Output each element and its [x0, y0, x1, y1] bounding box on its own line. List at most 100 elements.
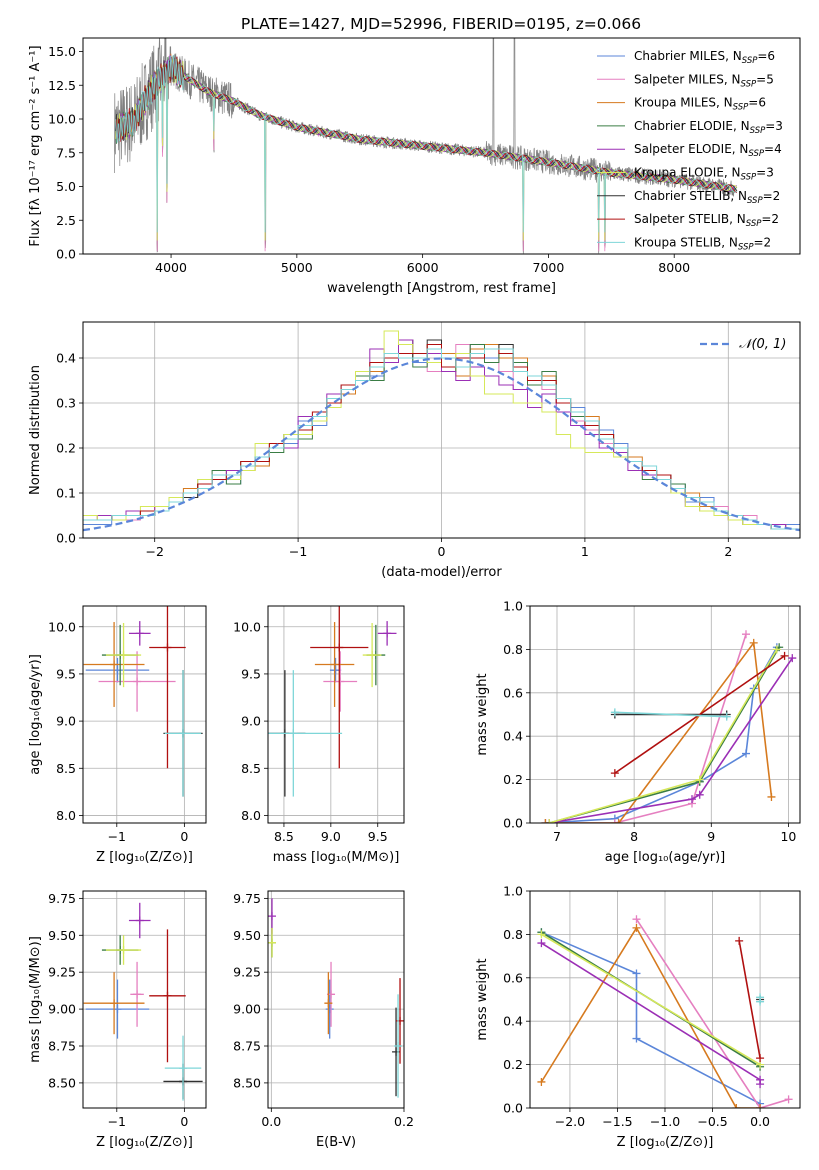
mass-vs-Z-ytick-label: 9.75 [48, 891, 76, 906]
data-point-marker [110, 999, 119, 1008]
legend-count: =2 [754, 235, 772, 249]
legend-entry: Chabrier ELODIE, NSSP=3 [634, 119, 783, 136]
spectrum-ylabel: Flux [fλ 10⁻¹⁷ erg cm⁻² s⁻¹ A⁻¹] [28, 45, 43, 246]
legend-subscript: SSP [742, 56, 758, 66]
legend-label: Salpeter STELIB, N [634, 212, 746, 226]
weight-marker [722, 712, 731, 721]
weight-vs-Z-ytick-label: 0.6 [503, 970, 523, 985]
histogram-xtick-label: 2 [724, 544, 732, 559]
age-vs-mass-ytick-label: 9.0 [241, 714, 261, 729]
age-vs-mass-ytick-label: 9.5 [241, 666, 261, 681]
mass-vs-Z-xtick-label: −1 [108, 1114, 126, 1129]
weight-marker [749, 638, 758, 647]
histogram-ytick-label: 0.1 [56, 486, 76, 501]
legend-subscript: SSP [747, 196, 763, 206]
spectrum-axes: 4000 5000 6000 7000 8000 0.0 2.5 5.0 7.5 10.0 12.5… [28, 44, 690, 296]
data-point-marker [268, 938, 276, 947]
data-point-marker [396, 1016, 404, 1025]
data-point-marker [383, 629, 392, 638]
spectrum-ytick-label: 15.0 [48, 44, 76, 59]
mass-vs-EBV-ytick-label: 9.75 [233, 891, 261, 906]
weight-vs-Z-ylabel: mass weight [475, 958, 490, 1040]
mass-vs-EBV-xtick-label: 0.0 [261, 1114, 281, 1129]
weight-marker [756, 1080, 765, 1089]
weight-marker [537, 939, 546, 948]
histogram-xtick-label: 1 [581, 544, 589, 559]
data-point-marker [289, 729, 298, 738]
weight-vs-Z-ytick-label: 0.4 [503, 1014, 523, 1029]
weight-marker [772, 645, 781, 654]
spectrum-ytick-label: 5.0 [56, 179, 76, 194]
data-point-marker [110, 660, 119, 669]
data-point-marker [268, 912, 276, 921]
histogram-xtick-label: −1 [289, 544, 307, 559]
legend-subscript: SSP [748, 149, 764, 159]
legend-subscript: SSP [746, 219, 762, 229]
weight-vs-age-xtick-label: 7 [553, 829, 561, 844]
data-point-marker [392, 1047, 401, 1056]
data-point-marker [163, 643, 172, 652]
mass-vs-Z-xlabel: Z [log₁₀(Z/Z⊙)] [96, 1135, 193, 1150]
data-point-marker [119, 946, 128, 955]
weight-line-salpeter-miles [545, 633, 747, 823]
plot-layer: 4000 5000 6000 7000 80000.02.55.07.510.012.5… [28, 37, 801, 1150]
mass-vs-Z-ytick-label: 9.00 [48, 1002, 76, 1017]
weight-vs-age-ytick-label: 0.2 [503, 772, 523, 787]
legend-label: Kroupa MILES, N [634, 96, 733, 110]
legend-count: =4 [764, 142, 782, 156]
age-vs-Z-ytick-label: 8.0 [56, 808, 76, 823]
data-point-marker [133, 677, 142, 686]
weight-vs-age-ytick-label: 0.4 [503, 729, 523, 744]
weight-marker [695, 790, 704, 799]
mass-vs-Z-ytick-label: 9.25 [48, 965, 76, 980]
data-point-marker [135, 629, 144, 638]
legend-entry: Kroupa MILES, NSSP=6 [634, 96, 766, 113]
weight-marker [735, 936, 744, 945]
weight-vs-age-xtick-label: 9 [707, 829, 715, 844]
age-vs-mass-axes: 8.5 9.0 9.5 8.0 8.5 9.0 9.5 10.0 mass [log₁₀(M/M… [233, 606, 404, 865]
histogram-ytick-label: 0.4 [56, 351, 76, 366]
weight-marker [780, 651, 789, 660]
weight-marker [756, 1054, 765, 1063]
legend-entry: Chabrier STELIB, NSSP=2 [634, 189, 780, 206]
mass-vs-EBV-ytick-label: 9.50 [233, 928, 261, 943]
spectrum-ytick-label: 10.0 [48, 112, 76, 127]
weight-line-salpeter-elodie [549, 657, 793, 823]
age-vs-mass-errorbars [268, 606, 397, 797]
weight-marker [632, 1034, 641, 1043]
data-point-marker [330, 660, 339, 669]
age-vs-mass-xlabel: mass [log₁₀(M/M⊙)] [273, 850, 400, 865]
weight-marker [541, 819, 550, 823]
histogram-ytick-label: 0.0 [56, 531, 76, 546]
weight-marker [742, 630, 750, 639]
legend-count: =6 [748, 96, 766, 110]
legend-label: Salpeter MILES, N [634, 72, 741, 86]
data-point-marker [324, 999, 333, 1008]
histogram-xtick-label: −2 [145, 544, 163, 559]
age-vs-mass-ytick-label: 10.0 [233, 619, 261, 634]
spectrum-ytick-label: 12.5 [48, 78, 76, 93]
legend-subscript: SSP [738, 242, 754, 252]
age-vs-mass-xtick-label: 9.5 [368, 829, 388, 844]
mass-vs-Z-frame [82, 890, 207, 1109]
age-vs-Z-ylabel: age [log₁₀(age/yr)] [28, 654, 43, 775]
mass-vs-Z-axes: −1 0 8.50 8.75 9.00 9.25 9.50 9.75 Z [log₁₀(Z/Z⊙… [28, 891, 206, 1150]
mass-vs-EBV-ytick-label: 8.75 [233, 1039, 261, 1054]
weight-marker [756, 997, 765, 1006]
spectrum-xtick-label: 6000 [407, 260, 439, 275]
mass-vs-EBV-xlabel: E(B-V) [316, 1135, 356, 1150]
age-vs-Z-xtick-label: 0 [180, 829, 188, 844]
mass-vs-EBV-ytick-label: 8.50 [233, 1075, 261, 1090]
legend-count: =6 [757, 49, 775, 63]
weight-marker [632, 969, 641, 978]
legend-label: Chabrier ELODIE, N [634, 119, 750, 133]
legend-label: Chabrier MILES, N [634, 49, 742, 63]
model-spectrum-chabrier-stelib [115, 57, 738, 192]
legend-label: Chabrier STELIB, N [634, 189, 747, 203]
figure-title: PLATE=1427, MJD=52996, FIBERID=0195, z=0… [241, 15, 641, 33]
data-point-marker [335, 643, 344, 652]
weight-vs-Z-xtick-label: −1.0 [650, 1114, 680, 1129]
weight-vs-Z-lines [537, 915, 793, 1108]
spectrum-xtick-label: 5000 [281, 260, 313, 275]
